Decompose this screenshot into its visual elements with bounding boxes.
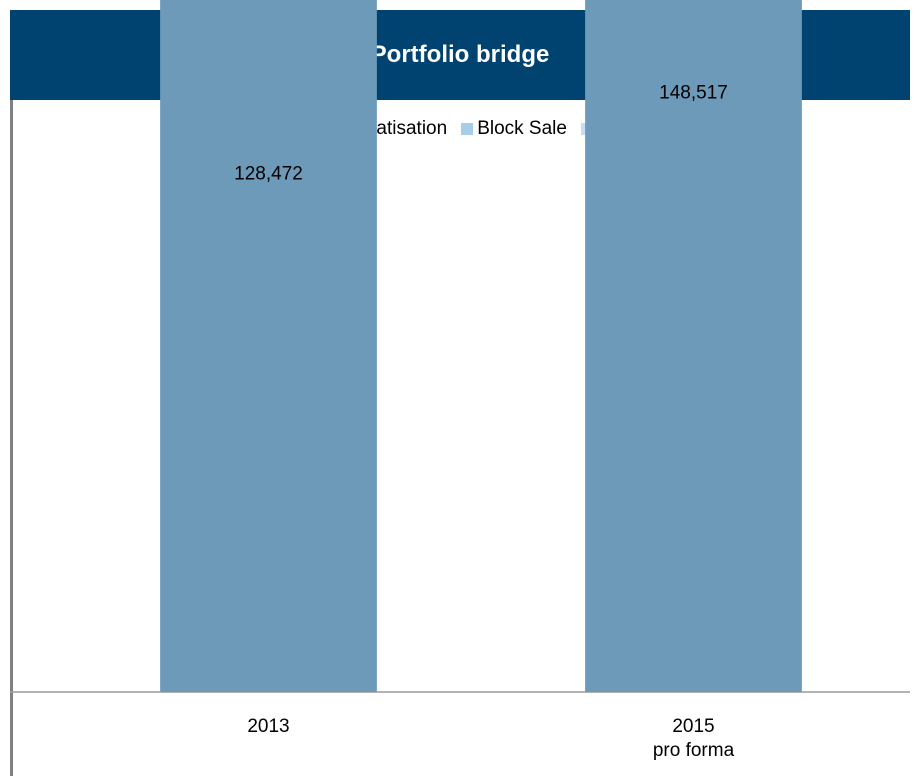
bar-segment <box>585 0 802 693</box>
bar-segment <box>160 0 377 692</box>
x-tick-label: 2015 pro forma <box>652 716 735 761</box>
legend-label: Block Sale <box>477 118 567 139</box>
frame-border <box>10 100 13 776</box>
data-label: 148,517 <box>659 83 728 104</box>
legend-swatch <box>461 123 474 135</box>
data-label: 128,472 <box>234 164 303 185</box>
x-tick-label: 2013 <box>247 716 290 737</box>
legend-item: Block Sale <box>461 118 567 140</box>
